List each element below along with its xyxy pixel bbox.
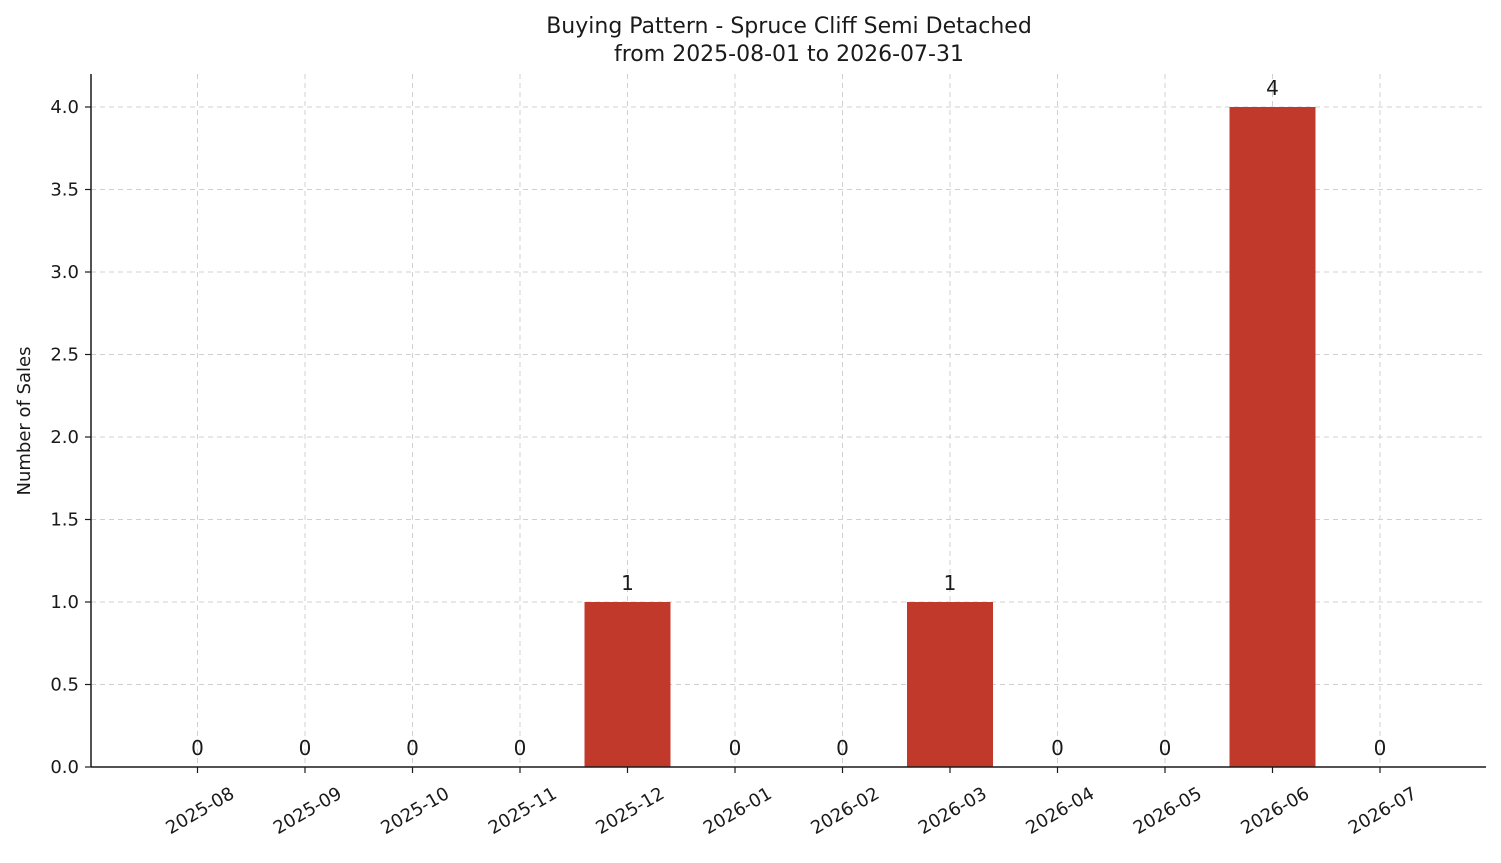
bar-value-label: 0 bbox=[836, 736, 849, 760]
bar-value-label: 0 bbox=[1159, 736, 1172, 760]
y-tick-label: 0.5 bbox=[50, 675, 79, 696]
y-tick-label: 0.0 bbox=[50, 757, 79, 778]
bar bbox=[907, 602, 993, 767]
chart-subtitle: from 2025-08-01 to 2026-07-31 bbox=[614, 42, 964, 67]
bar-value-label: 1 bbox=[944, 571, 957, 595]
data-label-layer: 0 0 0 0 1 0 0 1 0 0 4 0 bbox=[191, 76, 1386, 760]
y-tick-label: 1.0 bbox=[50, 592, 79, 613]
x-tick-label: 2025-10 bbox=[377, 783, 453, 839]
x-tick-label: 2026-05 bbox=[1130, 783, 1206, 839]
x-tick-label: 2026-02 bbox=[807, 783, 883, 839]
x-tick-label: 2025-09 bbox=[270, 783, 346, 839]
bar-value-label: 0 bbox=[729, 736, 742, 760]
bar-value-label: 0 bbox=[514, 736, 527, 760]
bar-value-label: 0 bbox=[299, 736, 312, 760]
x-tick-label: 2025-08 bbox=[162, 783, 238, 839]
y-tick-label: 2.5 bbox=[50, 345, 79, 366]
x-tick-label: 2026-06 bbox=[1237, 783, 1313, 839]
y-tick-label: 3.5 bbox=[50, 180, 79, 201]
bar bbox=[584, 602, 671, 767]
bar-value-label: 1 bbox=[621, 571, 634, 595]
chart-title: Buying Pattern - Spruce Cliff Semi Detac… bbox=[546, 14, 1032, 39]
bar-value-label: 0 bbox=[406, 736, 419, 760]
x-tick-label: 2026-01 bbox=[700, 783, 776, 839]
bar-layer bbox=[584, 107, 1316, 767]
y-axis-label: Number of Sales bbox=[14, 346, 35, 495]
bar-value-label: 0 bbox=[1051, 736, 1064, 760]
y-tick-label: 3.0 bbox=[50, 262, 79, 283]
bar-value-label: 0 bbox=[1374, 736, 1387, 760]
x-tick-label: 2025-12 bbox=[592, 783, 668, 839]
x-tick-label: 2025-11 bbox=[485, 783, 561, 839]
x-tick-label: 2026-04 bbox=[1022, 783, 1098, 839]
x-tick-label: 2026-07 bbox=[1345, 783, 1421, 839]
bar-value-label: 4 bbox=[1266, 76, 1279, 100]
bar bbox=[1229, 107, 1316, 767]
y-tick-label: 2.0 bbox=[50, 427, 79, 448]
x-tick-label: 2026-03 bbox=[915, 783, 991, 839]
y-tick-label: 1.5 bbox=[50, 510, 79, 531]
y-tick-label: 4.0 bbox=[50, 97, 79, 118]
bar-value-label: 0 bbox=[191, 736, 204, 760]
